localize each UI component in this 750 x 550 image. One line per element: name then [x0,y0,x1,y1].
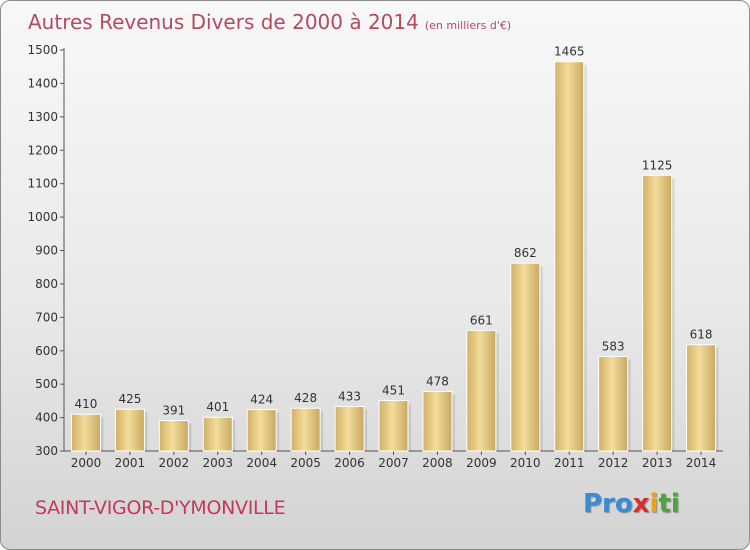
data-label: 428 [294,391,317,405]
y-tick-label: 400 [35,411,58,425]
y-tick-label: 1300 [27,110,58,124]
logo-part-1: Pro [583,489,633,519]
y-tick-label: 300 [35,444,58,458]
bar [510,262,541,452]
y-tick-label: 1500 [27,43,58,57]
proxiti-logo[interactable]: Proxiti [583,489,680,519]
logo-part-4: ti [658,489,680,519]
commune-name: SAINT-VIGOR-D'YMONVILLE [35,497,286,519]
bar [114,408,145,452]
bar [598,355,629,452]
data-label: 425 [118,392,141,406]
x-tick-label: 2010 [510,456,541,470]
data-label: 391 [162,404,185,418]
logo-part-2: x [632,489,650,519]
data-label: 433 [338,390,361,404]
data-label: 618 [690,328,713,342]
bar [466,329,497,452]
y-tick-label: 1200 [27,143,58,157]
data-label: 478 [426,375,449,389]
y-tick-label: 800 [35,277,58,291]
data-label: 424 [250,393,273,407]
y-tick-label: 1400 [27,76,58,90]
bar [158,420,189,452]
x-tick-label: 2012 [598,456,629,470]
x-tick-label: 2009 [466,456,497,470]
y-tick-label: 700 [35,310,58,324]
data-label: 862 [514,246,537,260]
chart-subtitle: (en milliers d'€) [424,19,512,32]
data-label: 1125 [642,158,673,172]
bar [422,391,453,452]
x-tick-label: 2001 [115,456,146,470]
x-tick-label: 2014 [686,456,717,470]
y-tick-label: 1100 [27,177,58,191]
bar [70,413,101,452]
bar [202,416,233,452]
x-tick-label: 2005 [290,456,321,470]
y-tick-label: 500 [35,377,58,391]
x-tick-label: 2000 [71,456,102,470]
logo-part-3: i [649,489,659,519]
x-tick-label: 2006 [334,456,365,470]
bar [290,407,321,452]
data-label: 451 [382,384,405,398]
y-tick-label: 600 [35,344,58,358]
data-label: 401 [206,400,229,414]
chart-axes: 300 400 500 600 700 800 900 1000 1100 1200 1300 140… [27,43,723,470]
x-tick-label: 2011 [554,456,585,470]
x-tick-label: 2008 [422,456,453,470]
bar [554,61,585,452]
x-tick-label: 2007 [378,456,409,470]
bar [642,174,673,452]
data-label: 583 [602,339,625,353]
chart-bars [70,61,719,452]
bar [686,344,717,452]
y-tick-label: 900 [35,244,58,258]
x-tick-label: 2004 [246,456,277,470]
x-tick-label: 2003 [202,456,233,470]
chart-title: Autres Revenus Divers de 2000 à 2014 (en … [28,10,511,34]
x-tick-label: 2002 [159,456,190,470]
data-label: 661 [470,313,493,327]
bar [246,409,277,452]
x-tick-label: 2013 [642,456,673,470]
data-label: 1465 [554,45,585,59]
y-tick-label: 1000 [27,210,58,224]
chart-value-labels: 410 425 391 401 424 428 433 451 478 661 862 1465 583… [75,45,713,418]
chart-title-text: Autres Revenus Divers de 2000 à 2014 [28,10,419,34]
bar [378,400,409,452]
bar [334,406,365,452]
data-label: 410 [75,397,98,411]
